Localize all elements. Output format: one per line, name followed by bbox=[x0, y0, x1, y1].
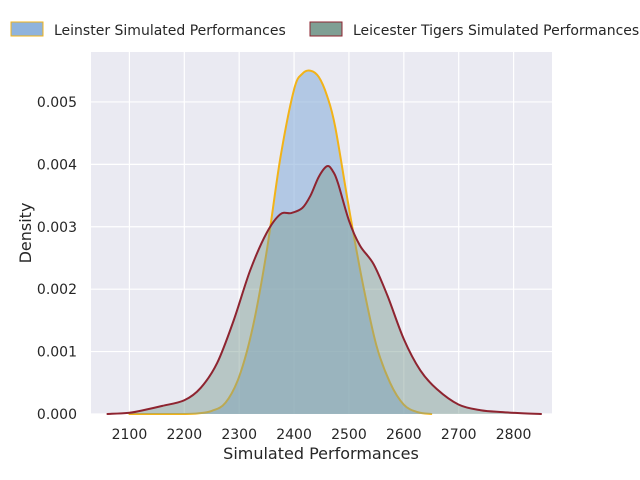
legend-label-leicester: Leicester Tigers Simulated Performances bbox=[353, 23, 639, 39]
y-tick-label: 0.003 bbox=[37, 220, 77, 236]
y-tick-label: 0.005 bbox=[37, 95, 77, 111]
x-tick-label: 2400 bbox=[276, 427, 312, 443]
x-tick-label: 2500 bbox=[331, 427, 367, 443]
x-axis-label: Simulated Performances bbox=[223, 444, 419, 463]
y-axis-ticks: 0.000 0.001 0.002 0.003 0.004 0.005 bbox=[37, 95, 77, 423]
series-layer bbox=[106, 69, 543, 416]
x-tick-label: 2800 bbox=[496, 427, 532, 443]
legend-swatch-leicester bbox=[309, 21, 343, 37]
leicester-density-area bbox=[107, 165, 542, 414]
x-tick-label: 2300 bbox=[221, 427, 257, 443]
leinster-density-area bbox=[129, 70, 432, 415]
x-tick-label: 2600 bbox=[386, 427, 422, 443]
leicester-density-line bbox=[106, 164, 543, 415]
y-axis-label: Density bbox=[16, 203, 35, 264]
y-tick-label: 0.001 bbox=[37, 345, 77, 361]
x-tick-label: 2100 bbox=[112, 427, 148, 443]
y-tick-label: 0.002 bbox=[37, 282, 77, 298]
y-tick-label: 0.004 bbox=[37, 157, 77, 173]
legend: Leinster Simulated Performances Leiceste… bbox=[10, 21, 639, 39]
x-tick-label: 2700 bbox=[441, 427, 477, 443]
leinster-density-line bbox=[128, 69, 433, 416]
x-tick-label: 2200 bbox=[166, 427, 202, 443]
legend-swatch-leinster bbox=[10, 21, 44, 37]
x-axis-ticks: 2100 2200 2300 2400 2500 2600 2700 2800 bbox=[112, 427, 532, 443]
y-tick-label: 0.000 bbox=[37, 407, 77, 423]
legend-label-leinster: Leinster Simulated Performances bbox=[54, 23, 286, 39]
